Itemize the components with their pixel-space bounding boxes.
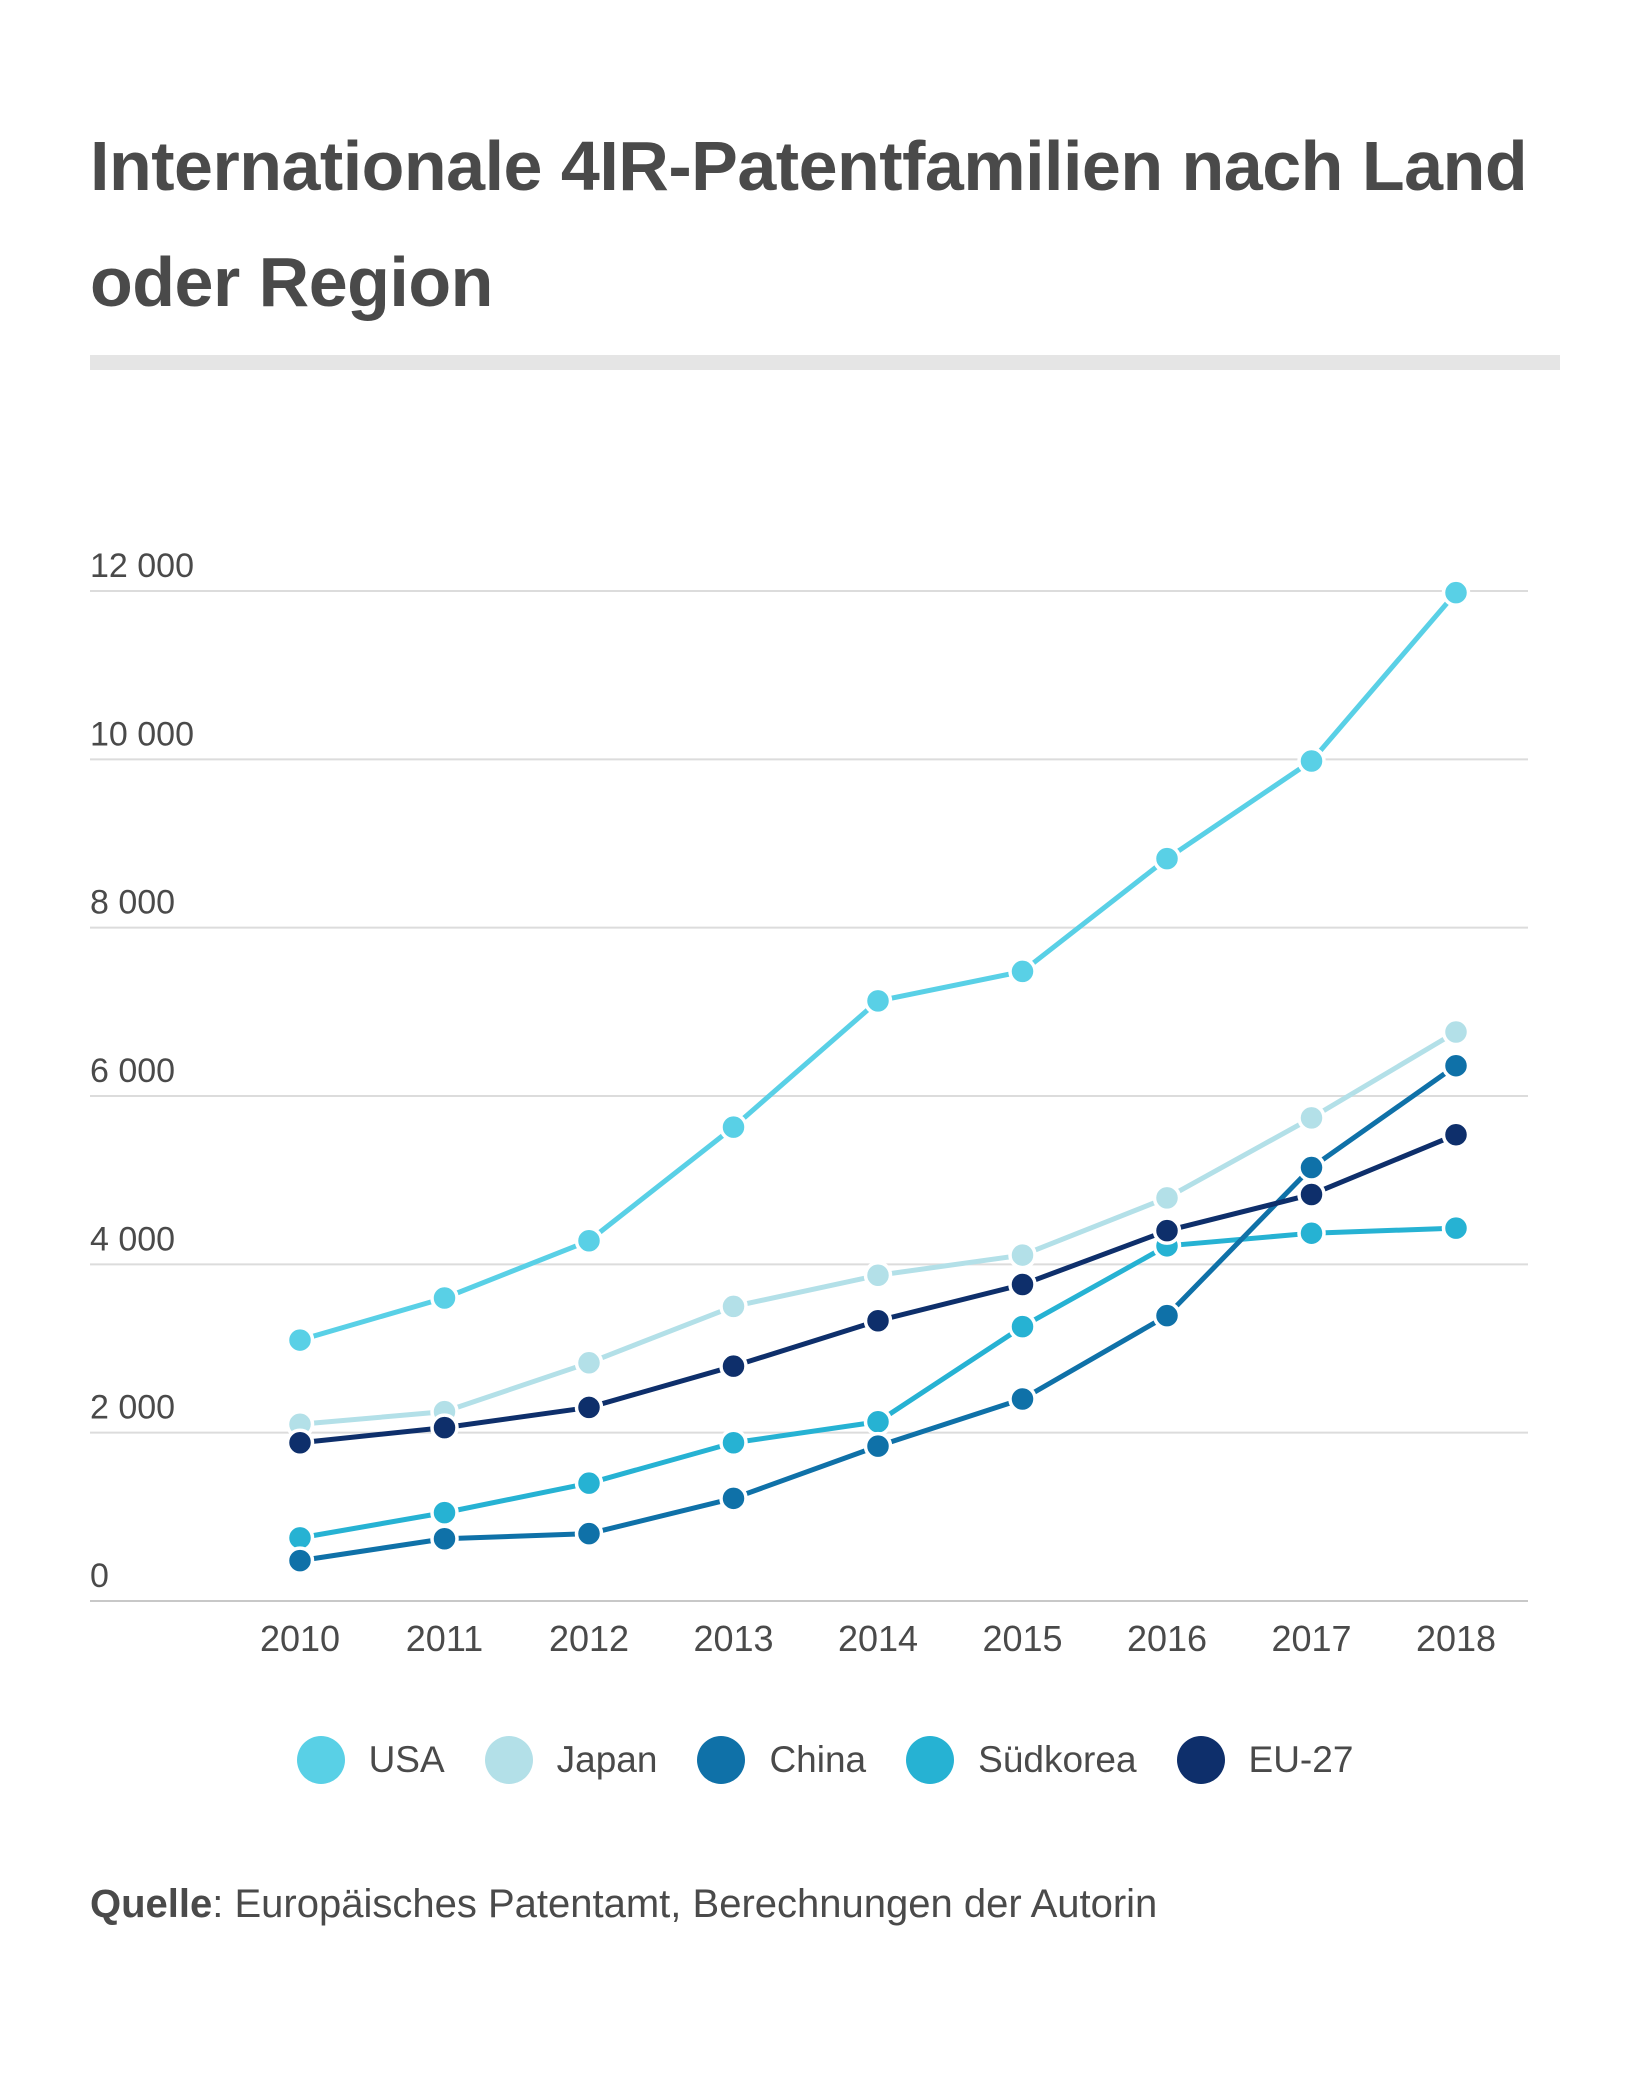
source-text: : Europäisches Patentamt, Berechnungen d… xyxy=(212,1882,1158,1926)
legend-swatch xyxy=(484,1736,533,1784)
legend-swatch xyxy=(1176,1736,1225,1784)
data-point-s-dkorea xyxy=(1297,1218,1326,1248)
y-tick-label: 4 000 xyxy=(90,1220,175,1258)
legend-item-japan: Japan xyxy=(484,1736,658,1784)
data-point-china xyxy=(1008,1384,1037,1414)
series-line-usa xyxy=(297,590,1459,1343)
data-point-s-dkorea xyxy=(1008,1312,1037,1341)
legend-label: Japan xyxy=(556,1739,658,1780)
y-tick-label: 2 000 xyxy=(90,1389,175,1427)
data-point-japan xyxy=(1297,1103,1326,1133)
y-tick-label: 6 000 xyxy=(90,1052,175,1090)
legend-label: Südkorea xyxy=(978,1739,1137,1780)
data-point-eu-27 xyxy=(430,1413,459,1442)
data-point-china xyxy=(719,1484,748,1513)
x-tick-label: 2017 xyxy=(1271,1618,1351,1659)
line-chart: 0 2 000 4 000 6 000 8 000 10 000 12 000 2010 201… xyxy=(90,547,1528,1659)
y-tick-label: 8 000 xyxy=(90,884,175,922)
data-point-s-dkorea xyxy=(719,1428,748,1458)
data-point-china xyxy=(1152,1301,1182,1330)
data-point-usa xyxy=(1297,746,1326,776)
data-point-usa xyxy=(285,1325,315,1355)
legend-item-eu-27: EU-27 xyxy=(1176,1736,1354,1784)
legend-item-china: China xyxy=(697,1736,866,1784)
data-point-eu-27 xyxy=(574,1393,604,1422)
data-point-s-dkorea xyxy=(1441,1213,1471,1243)
data-point-eu-27 xyxy=(1008,1270,1037,1299)
data-point-usa xyxy=(1441,578,1471,607)
data-point-japan xyxy=(719,1292,748,1321)
x-tick-label: 2018 xyxy=(1416,1618,1496,1659)
source-label: Quelle xyxy=(90,1882,213,1926)
x-tick-label: 2011 xyxy=(406,1618,483,1659)
y-tick-label: 10 000 xyxy=(90,715,194,753)
data-point-eu-27 xyxy=(863,1306,893,1335)
title-divider xyxy=(90,355,1560,370)
data-point-eu-27 xyxy=(1441,1120,1471,1149)
data-point-eu-27 xyxy=(1297,1180,1326,1209)
data-point-eu-27 xyxy=(719,1351,748,1381)
legend-item-s-dkorea: Südkorea xyxy=(906,1736,1137,1784)
series-line-japan xyxy=(297,1029,1459,1427)
data-point-china xyxy=(430,1524,459,1553)
data-point-china xyxy=(863,1431,893,1461)
data-point-usa xyxy=(1152,844,1182,873)
data-point-usa xyxy=(863,986,893,1016)
data-point-eu-27 xyxy=(1152,1216,1182,1245)
x-tick-label: 2016 xyxy=(1127,1618,1207,1659)
legend-item-usa: USA xyxy=(296,1736,445,1784)
data-point-japan xyxy=(863,1261,893,1290)
x-tick-label: 2014 xyxy=(838,1618,918,1659)
data-point-china xyxy=(1297,1153,1326,1182)
data-point-s-dkorea xyxy=(430,1498,459,1527)
legend-swatch xyxy=(697,1736,746,1784)
y-tick-label: 0 xyxy=(90,1557,109,1595)
data-point-usa xyxy=(574,1226,604,1256)
data-point-s-dkorea xyxy=(574,1468,604,1498)
x-tick-label: 2015 xyxy=(982,1618,1062,1659)
legend-label: China xyxy=(769,1739,867,1780)
data-point-japan xyxy=(574,1348,604,1378)
data-point-usa xyxy=(719,1112,748,1142)
data-point-usa xyxy=(430,1283,459,1313)
data-point-china xyxy=(1441,1051,1471,1080)
data-point-japan xyxy=(1441,1017,1471,1047)
x-tick-label: 2013 xyxy=(693,1618,773,1659)
x-tick-label: 2010 xyxy=(260,1618,340,1659)
chart-legend: USA Japan China Südkorea EU-27 xyxy=(0,1730,1650,1790)
data-point-china xyxy=(285,1546,315,1575)
data-point-eu-27 xyxy=(285,1428,315,1458)
data-point-usa xyxy=(1008,957,1037,986)
data-point-japan xyxy=(1008,1240,1037,1270)
legend-swatch xyxy=(296,1736,345,1784)
chart-title: Internationale 4IR-Patentfamilien nach L… xyxy=(90,127,1528,321)
source-note: Quelle: Europäisches Patentamt, Berechnu… xyxy=(90,1882,1157,1927)
legend-label: USA xyxy=(368,1739,445,1780)
x-tick-label: 2012 xyxy=(549,1618,629,1659)
data-point-s-dkorea xyxy=(863,1407,893,1436)
legend-swatch xyxy=(906,1736,955,1784)
data-point-japan xyxy=(1152,1183,1182,1213)
legend-label: EU-27 xyxy=(1248,1739,1354,1780)
data-point-china xyxy=(574,1519,604,1548)
y-tick-label: 12 000 xyxy=(90,547,194,585)
